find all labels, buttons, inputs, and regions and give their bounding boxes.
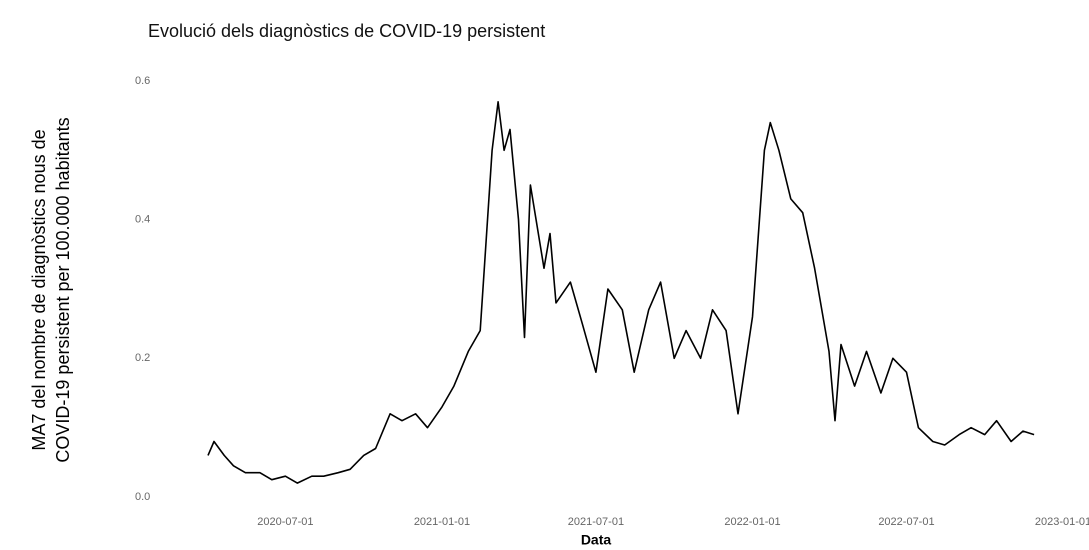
x-tick-label: 2022-01-01: [724, 516, 780, 528]
y-axis-label: MA7 del nombre de diagnòstics nous de: [29, 129, 49, 450]
x-tick-label: 2021-01-01: [414, 516, 470, 528]
x-tick-label: 2021-07-01: [568, 516, 624, 528]
x-tick-label: 2022-07-01: [878, 516, 934, 528]
data-line: [207, 101, 1035, 484]
y-tick-label: 0.6: [135, 75, 150, 87]
x-axis-label: Data: [581, 532, 612, 548]
y-axis-label: COVID-19 persistent per 100.000 habitant…: [53, 117, 73, 462]
y-tick-label: 0.2: [135, 352, 150, 364]
x-tick-label: 2020-07-01: [257, 516, 313, 528]
y-tick-label: 0.0: [135, 491, 150, 503]
chart-title: Evolució dels diagnòstics de COVID-19 pe…: [148, 21, 545, 41]
y-tick-label: 0.4: [135, 214, 150, 226]
x-tick-label: 2023-01-01: [1035, 516, 1089, 528]
